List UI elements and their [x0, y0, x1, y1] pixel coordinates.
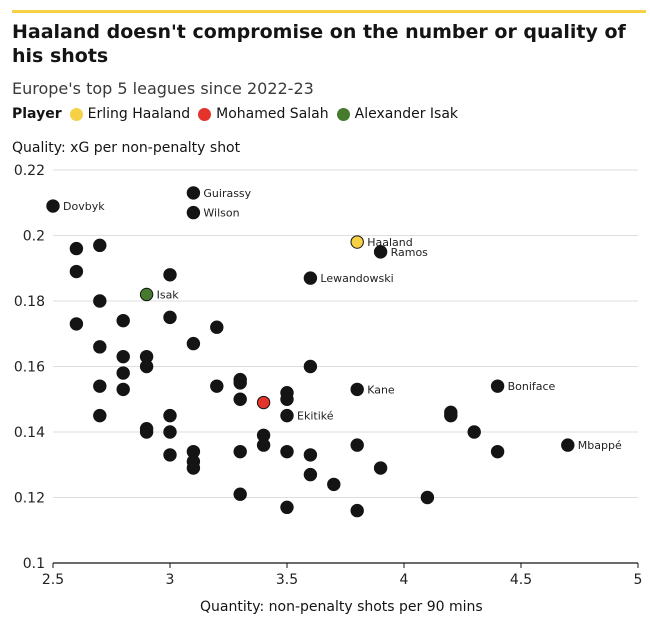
data-point [116, 313, 130, 328]
data-point [93, 340, 107, 354]
data-point [93, 294, 107, 308]
y-tick-label: 0.16 [14, 360, 45, 376]
data-point [256, 395, 271, 410]
data-point [163, 448, 177, 462]
data-point [139, 425, 154, 439]
chart-subtitle: Europe's top 5 leagues since 2022-23 [12, 79, 314, 98]
data-point [210, 320, 224, 334]
data-point [116, 366, 130, 380]
point-haaland [350, 235, 364, 249]
data-point [280, 392, 294, 406]
data-point [163, 310, 177, 325]
data-point [373, 461, 388, 475]
data-point [303, 467, 318, 482]
point-kane [350, 382, 364, 397]
data-point [186, 336, 201, 351]
point-label: Guirassy [203, 187, 251, 200]
y-tick-label: 0.14 [14, 425, 45, 441]
point-label: Dovbyk [63, 200, 105, 213]
point-label: Kane [367, 383, 395, 396]
point-ramos [373, 245, 388, 259]
data-point [69, 264, 84, 279]
data-point [233, 444, 247, 459]
legend-swatch-haaland [69, 107, 83, 121]
y-tick-label: 0.22 [14, 163, 45, 179]
point-wilson [186, 205, 201, 220]
x-tick-label: 4 [400, 572, 409, 588]
x-tick-label: 3.5 [276, 572, 298, 588]
data-point [186, 461, 201, 475]
y-tick-label: 0.2 [23, 229, 45, 245]
data-point [444, 408, 458, 423]
point-label: Boniface [508, 380, 556, 393]
legend-item-salah: Mohamed Salah [198, 106, 329, 122]
x-tick-label: 3 [166, 572, 175, 588]
point-lewandowski [303, 271, 318, 285]
point-isak [139, 287, 154, 302]
y-tick-label: 0.12 [14, 491, 45, 507]
x-tick-label: 5 [634, 572, 643, 588]
data-point [327, 477, 341, 492]
data-point [93, 408, 107, 423]
point-label: Wilson [203, 207, 239, 220]
y-tick-label: 0.18 [14, 294, 45, 310]
data-point [280, 500, 294, 515]
data-point [256, 438, 271, 452]
y-tick-label: 0.1 [23, 556, 45, 572]
legend-item-isak: Alexander Isak [336, 106, 459, 122]
data-point [467, 425, 481, 439]
data-point [139, 359, 154, 374]
point-label: Lewandowski [320, 272, 393, 285]
x-tick-label: 2.5 [42, 572, 64, 588]
data-point [116, 382, 130, 397]
x-axis-label: Quantity: non-penalty shots per 90 mins [200, 599, 483, 615]
data-point [233, 376, 247, 390]
legend-label-haaland: Erling Haaland [87, 106, 191, 122]
data-point [116, 349, 130, 364]
point-label: Ramos [391, 246, 429, 259]
data-point [233, 487, 247, 501]
data-point [280, 444, 294, 459]
data-point [163, 425, 177, 439]
point-ekitike [280, 408, 294, 423]
point-label: Mbappé [578, 439, 622, 452]
point-boniface [490, 379, 505, 393]
data-point [490, 444, 505, 459]
legend-title: Player [12, 106, 62, 122]
legend-swatch-salah [198, 107, 212, 121]
data-point [350, 438, 364, 452]
legend: Player Erling Haaland Mohamed Salah Alex… [12, 106, 466, 122]
legend-label-isak: Alexander Isak [354, 106, 459, 122]
data-point [210, 379, 224, 393]
data-point [163, 268, 177, 282]
data-point [233, 392, 247, 406]
accent-rule [12, 10, 646, 13]
data-point [69, 317, 84, 331]
chart-title: Haaland doesn't compromise on the number… [12, 21, 626, 67]
data-point [303, 359, 318, 374]
x-tick-label: 4.5 [510, 572, 532, 588]
data-point [93, 379, 107, 393]
point-mbappe [561, 438, 575, 452]
legend-item-haaland: Erling Haaland [69, 106, 191, 122]
point-guirassy [186, 186, 201, 200]
legend-swatch-isak [336, 107, 350, 121]
data-point [93, 238, 107, 253]
legend-label-salah: Mohamed Salah [216, 106, 329, 122]
data-point [69, 241, 84, 256]
data-point [420, 490, 435, 505]
data-point [350, 503, 364, 518]
point-label: Ekitiké [297, 410, 334, 423]
y-axis-label: Quality: xG per non-penalty shot [12, 140, 241, 156]
point-label: Isak [157, 288, 180, 301]
data-point [303, 448, 318, 462]
data-point [163, 408, 177, 423]
point-dovbyk [46, 199, 60, 213]
